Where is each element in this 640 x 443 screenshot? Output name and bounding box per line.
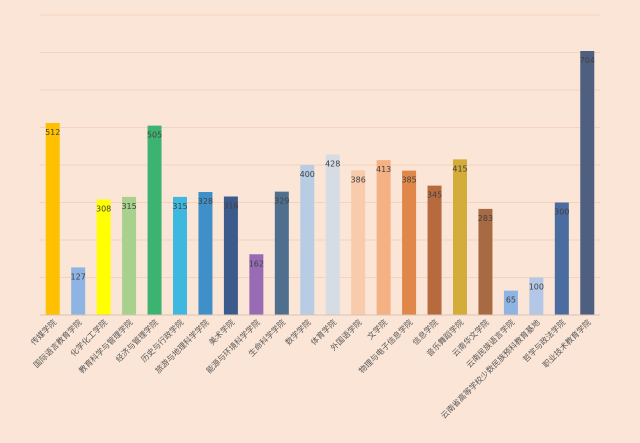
bar xyxy=(580,51,595,315)
category-label: 文学院 xyxy=(365,317,389,341)
bar-value-label: 428 xyxy=(325,160,340,169)
bar xyxy=(198,192,213,315)
bar-value-label: 329 xyxy=(274,197,289,206)
bar xyxy=(427,185,442,316)
bar-value-label: 100 xyxy=(529,283,544,292)
bar xyxy=(173,196,187,316)
bars-group xyxy=(45,51,595,316)
bar xyxy=(147,125,162,316)
category-label: 数学学院 xyxy=(283,317,313,347)
bar xyxy=(223,196,238,315)
bar xyxy=(376,160,391,316)
category-label: 历史与行政学院 xyxy=(139,317,186,364)
bar-value-label: 704 xyxy=(580,56,595,65)
bar-value-label: 328 xyxy=(198,197,213,206)
bar-value-label: 400 xyxy=(300,170,315,179)
bar-value-label: 345 xyxy=(427,191,442,200)
bar-value-label: 300 xyxy=(554,208,569,217)
bar-value-label: 315 xyxy=(121,202,136,211)
bar xyxy=(96,199,111,315)
bar xyxy=(503,290,518,316)
bar xyxy=(402,170,417,316)
bar-value-label: 413 xyxy=(376,165,391,174)
bar-value-label: 386 xyxy=(351,175,366,184)
bar-value-label: 512 xyxy=(45,128,60,137)
category-label: 国际语言教育学院 xyxy=(31,317,83,369)
value-labels-group: 512 127 308 315 505 315 328 316 162 329 400 428 386 4… xyxy=(45,56,595,305)
bar-value-label: 315 xyxy=(172,202,187,211)
bar-value-label: 162 xyxy=(249,259,264,268)
bar-value-label: 127 xyxy=(71,272,86,281)
bar xyxy=(45,123,60,315)
bar xyxy=(300,165,315,315)
bar xyxy=(529,277,544,315)
bar-value-label: 505 xyxy=(147,131,162,140)
bar-value-label: 385 xyxy=(401,176,416,185)
bar xyxy=(274,191,289,316)
bar xyxy=(478,208,493,316)
bar xyxy=(122,196,137,316)
bar xyxy=(453,159,467,316)
bar xyxy=(325,154,340,315)
bar-value-label: 316 xyxy=(223,202,238,211)
category-label: 云南民族语言学院 xyxy=(464,317,516,369)
category-label: 职业技术教育学院 xyxy=(540,317,592,369)
category-label: 哲学与政法学院 xyxy=(521,317,568,364)
bar-value-label: 415 xyxy=(452,164,467,173)
bar-value-label: 65 xyxy=(506,296,516,305)
bar xyxy=(71,267,86,316)
bar-value-label: 308 xyxy=(96,205,111,214)
category-labels-group: 传媒学院国际语言教育学院化学化工学院教育科学与管理学院经济与管理学院历史与行政学… xyxy=(28,317,592,420)
bar-value-label: 283 xyxy=(478,214,493,223)
bar xyxy=(554,202,569,315)
bar xyxy=(351,170,366,315)
bar xyxy=(249,254,264,315)
category-label: 经济与管理学院 xyxy=(113,317,160,364)
